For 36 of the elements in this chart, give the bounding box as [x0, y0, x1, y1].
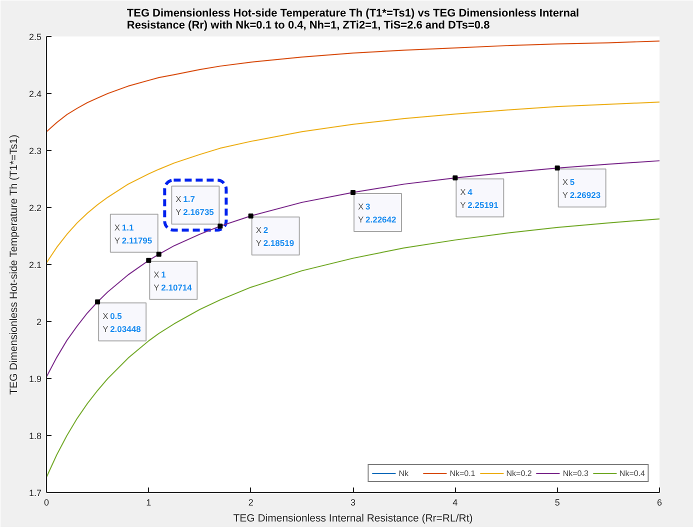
chart-title: TEG Dimensionless Hot-side Temperature Th (T1*=Ts1) vs TEG Dimensionless Internal Resistance (Rr) with Nk=0.1 to 0.4, Nh=1, ZTi2=1, TiS=2.6 and DTs=0.8 [126, 8, 580, 32]
x-tick-label: 2 [248, 498, 254, 508]
annotation: X 2 Y 2.18519 [256, 224, 294, 248]
x-tick-label: 6 [656, 498, 662, 508]
y-tick-label: 2.4 [28, 89, 42, 99]
y-tick-label: 2.1 [28, 260, 42, 270]
legend-label: Nk=0.3 [562, 468, 588, 478]
legend-label: Nk [398, 468, 410, 478]
x-tick-label: 0 [44, 498, 50, 508]
y-tick-label: 1.7 [28, 488, 42, 498]
annotation: X 0.5 Y 2.03448 [102, 310, 142, 334]
y-tick-label: 2 [36, 317, 42, 327]
line-series [46, 102, 660, 264]
legend-label: Nk=0.4 [619, 468, 645, 478]
legend-label: Nk=0.2 [506, 468, 532, 478]
y-tick-label: 1.8 [28, 431, 42, 441]
line-series [46, 218, 660, 478]
x-tick-label: 3 [350, 498, 356, 508]
y-tick-label: 2.2 [28, 203, 42, 213]
annotation: X 1.7 Y 2.16735 [176, 194, 214, 218]
annotation: X 1 Y 2.10714 [154, 269, 192, 292]
y-tick-label: 1.9 [28, 374, 42, 384]
y-tick-label: 2.5 [28, 32, 42, 42]
annotation: X 1.1 Y 2.11795 [114, 222, 152, 246]
annotation: X 3 Y 2.22642 [358, 201, 396, 224]
x-tick-label: 5 [554, 498, 560, 508]
x-tick-label: 4 [452, 498, 458, 508]
legend-label: Nk=0.1 [450, 468, 476, 478]
y-tick-label: 2.3 [28, 146, 42, 156]
line-series [46, 160, 660, 378]
annotation: X 4 Y 2.25191 [460, 186, 499, 210]
y-axis-title: TEG Dimensionless Hot-side Temperature Th (T1*=Ts1) [8, 134, 20, 395]
x-tick-label: 1 [146, 498, 152, 508]
line-series [46, 40, 660, 132]
x-axis-title: TEG Dimensionless Internal Resistance (Rr=RL/Rt) [233, 512, 473, 524]
annotation: X 5 Y 2.26923 [562, 177, 601, 200]
